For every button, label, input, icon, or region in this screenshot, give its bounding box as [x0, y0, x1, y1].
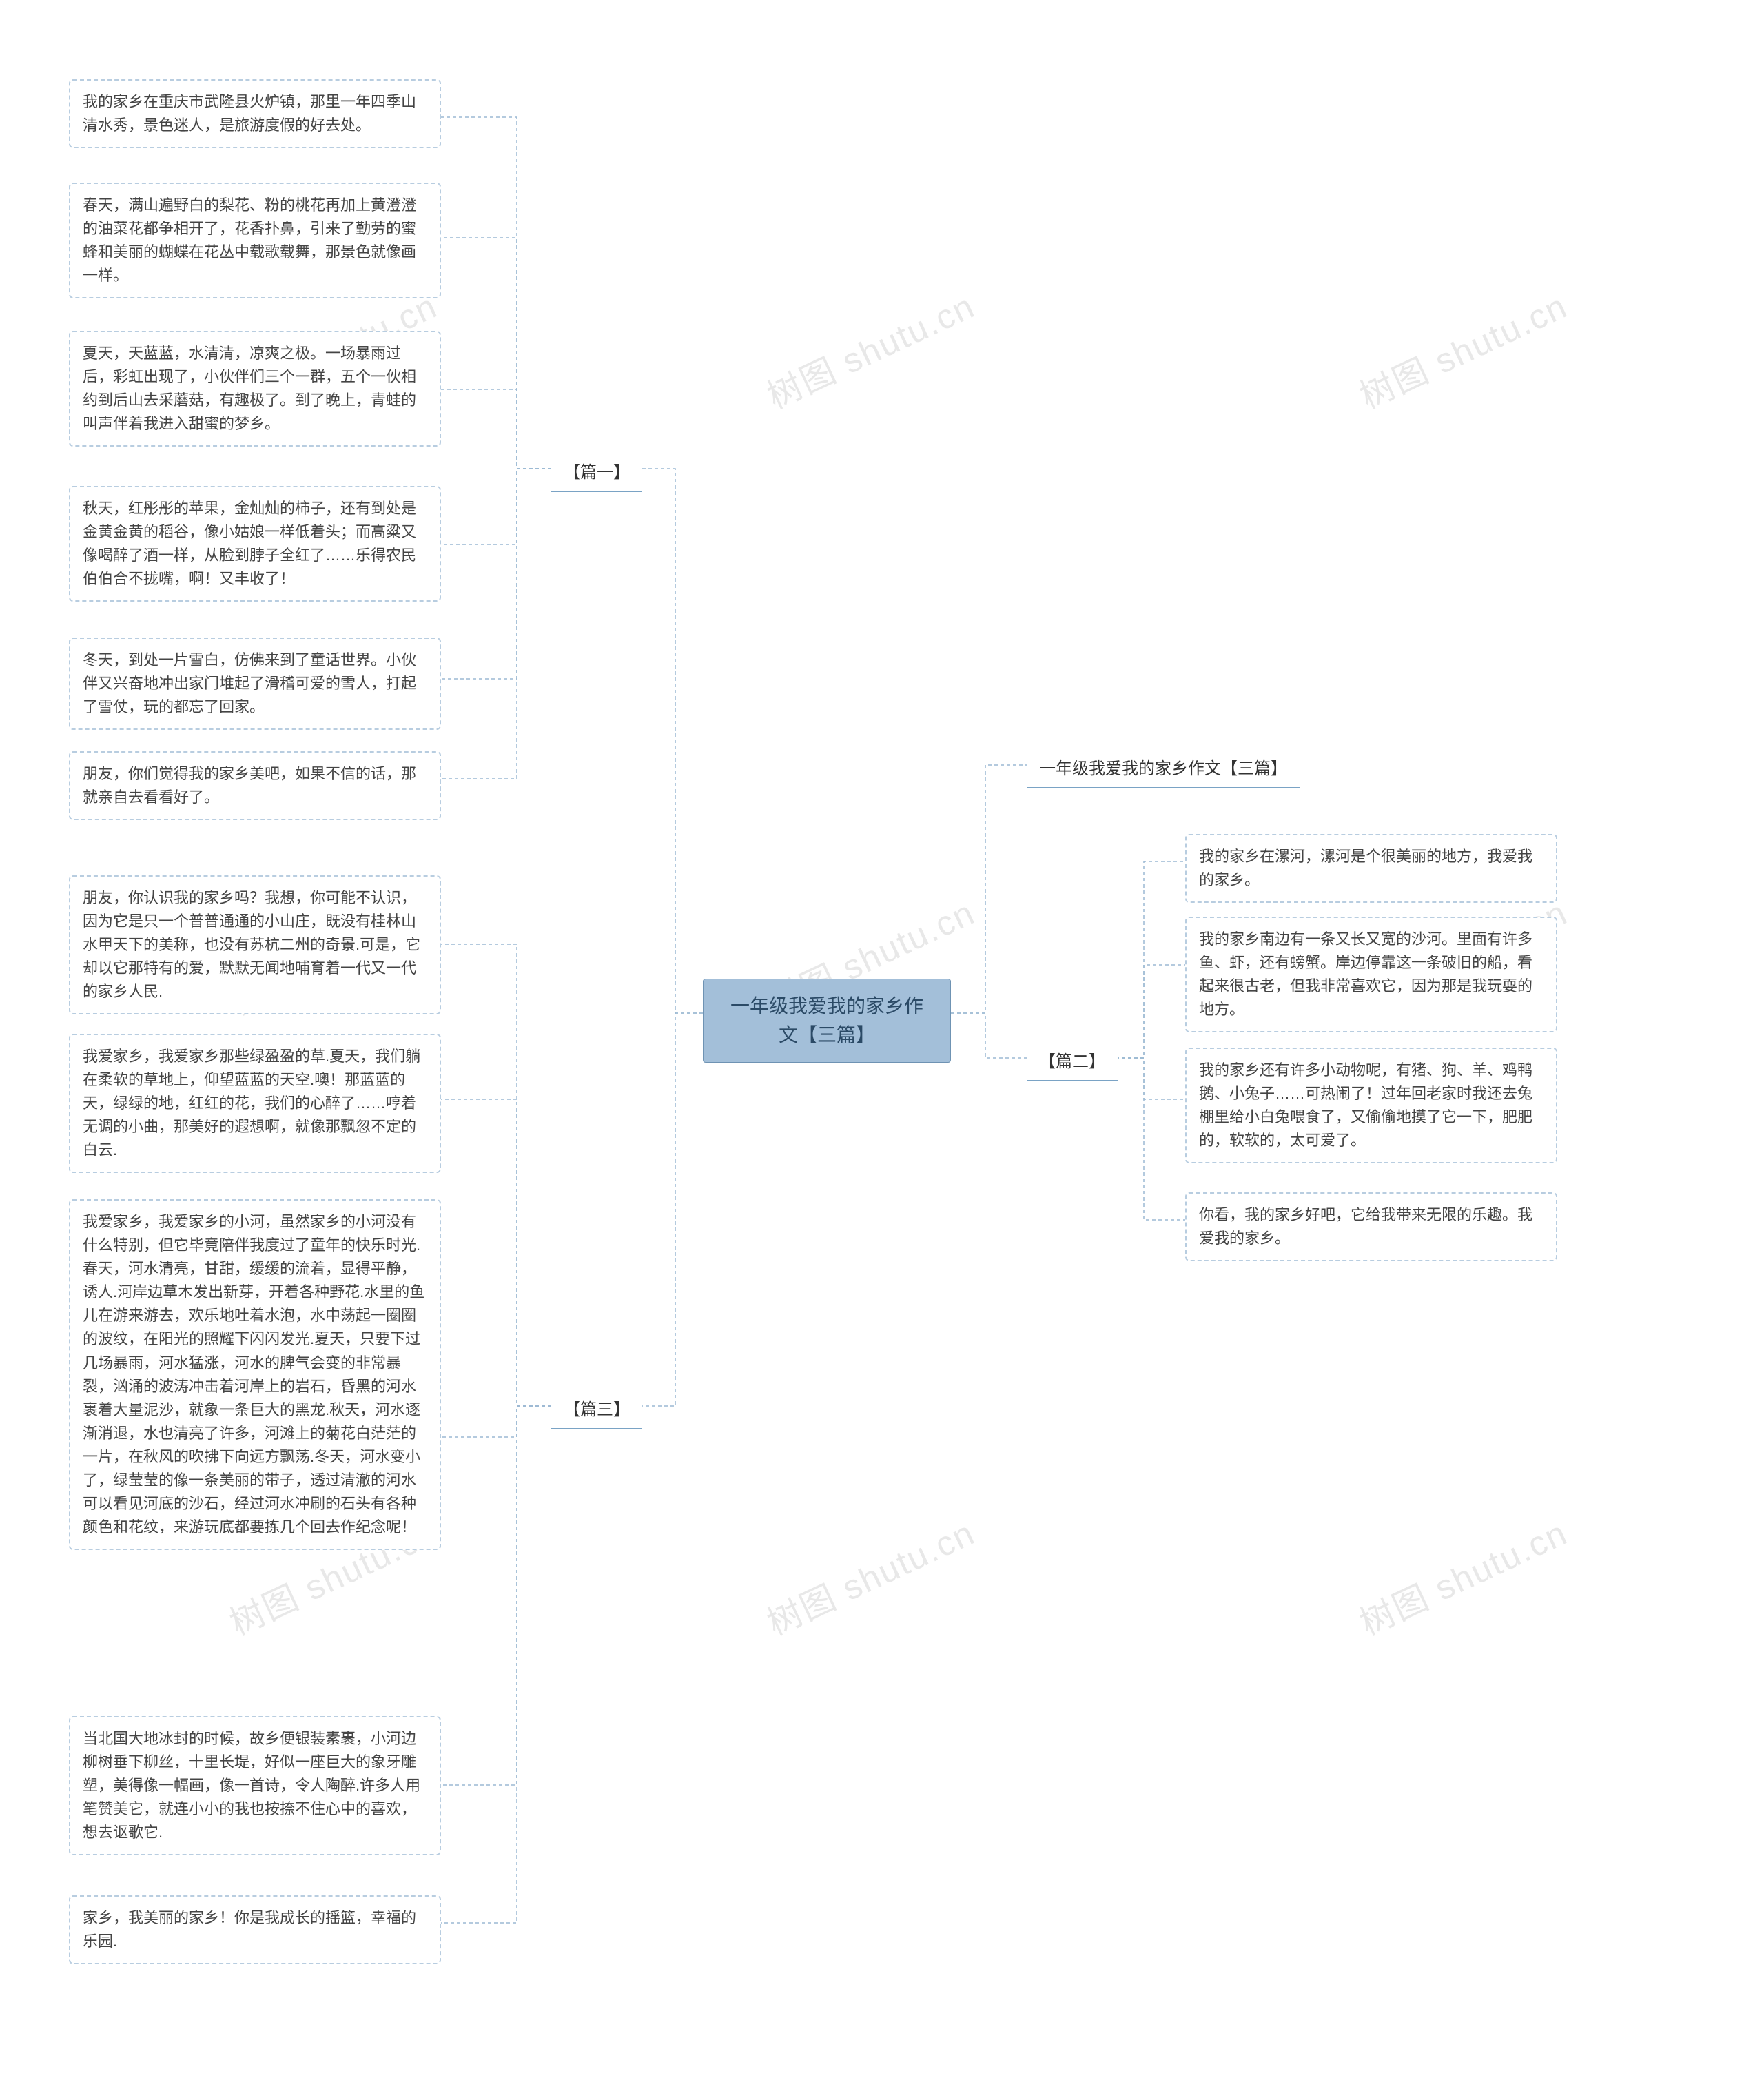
leaf-text: 我的家乡还有许多小动物呢，有猪、狗、羊、鸡鸭鹅、小兔子……可热闹了！过年回老家时…: [1199, 1059, 1544, 1152]
leaf-p1-6[interactable]: 朋友，你们觉得我的家乡美吧，如果不信的话，那就亲自去看看好了。: [69, 751, 441, 820]
leaf-p3-2[interactable]: 我爱家乡，我爱家乡那些绿盈盈的草.夏天，我们躺在柔软的草地上，仰望蓝蓝的天空.噢…: [69, 1034, 441, 1173]
leaf-text: 冬天，到处一片雪白，仿佛来到了童话世界。小伙伴又兴奋地冲出家门堆起了滑稽可爱的雪…: [83, 649, 427, 719]
leaf-p1-5[interactable]: 冬天，到处一片雪白，仿佛来到了童话世界。小伙伴又兴奋地冲出家门堆起了滑稽可爱的雪…: [69, 638, 441, 730]
leaf-text: 我的家乡在漯河，漯河是个很美丽的地方，我爱我的家乡。: [1199, 845, 1544, 892]
watermark: 树图 shutu.cn: [1351, 1506, 1575, 1646]
leaf-text: 当北国大地冰封的时候，故乡便银装素裹，小河边柳树垂下柳丝，十里长堤，好似一座巨大…: [83, 1727, 427, 1844]
leaf-p1-4[interactable]: 秋天，红彤彤的苹果，金灿灿的柿子，还有到处是金黄金黄的稻谷，像小姑娘一样低着头；…: [69, 486, 441, 602]
leaf-p2-4[interactable]: 你看，我的家乡好吧，它给我带来无限的乐趣。我爱我的家乡。: [1185, 1192, 1557, 1261]
branch-right-title[interactable]: 一年级我爱我的家乡作文【三篇】: [1027, 751, 1300, 788]
branch-p2-label: 【篇二】: [1039, 1050, 1105, 1074]
leaf-p3-1[interactable]: 朋友，你认识我的家乡吗？我想，你可能不认识，因为它是只一个普普通通的小山庄，既没…: [69, 875, 441, 1014]
leaf-p3-5[interactable]: 家乡，我美丽的家乡！你是我成长的摇篮，幸福的乐园.: [69, 1895, 441, 1964]
leaf-text: 秋天，红彤彤的苹果，金灿灿的柿子，还有到处是金黄金黄的稻谷，像小姑娘一样低着头；…: [83, 497, 427, 591]
leaf-p1-2[interactable]: 春天，满山遍野白的梨花、粉的桃花再加上黄澄澄的油菜花都争相开了，花香扑鼻，引来了…: [69, 183, 441, 298]
watermark: 树图 shutu.cn: [758, 279, 982, 419]
leaf-p2-3[interactable]: 我的家乡还有许多小动物呢，有猪、狗、羊、鸡鸭鹅、小兔子……可热闹了！过年回老家时…: [1185, 1048, 1557, 1163]
leaf-text: 朋友，你认识我的家乡吗？我想，你可能不认识，因为它是只一个普普通通的小山庄，既没…: [83, 886, 427, 1003]
leaf-p3-4[interactable]: 当北国大地冰封的时候，故乡便银装素裹，小河边柳树垂下柳丝，十里长堤，好似一座巨大…: [69, 1716, 441, 1855]
root-node[interactable]: 一年级我爱我的家乡作文【三篇】: [703, 979, 951, 1063]
leaf-p3-3[interactable]: 我爱家乡，我爱家乡的小河，虽然家乡的小河没有什么特别，但它毕竟陪伴我度过了童年的…: [69, 1199, 441, 1550]
leaf-text: 我爱家乡，我爱家乡的小河，虽然家乡的小河没有什么特别，但它毕竟陪伴我度过了童年的…: [83, 1210, 427, 1539]
leaf-text: 家乡，我美丽的家乡！你是我成长的摇篮，幸福的乐园.: [83, 1906, 427, 1953]
watermark: 树图 shutu.cn: [1351, 279, 1575, 419]
leaf-text: 我的家乡在重庆市武隆县火炉镇，那里一年四季山清水秀，景色迷人，是旅游度假的好去处…: [83, 90, 427, 137]
leaf-p1-1[interactable]: 我的家乡在重庆市武隆县火炉镇，那里一年四季山清水秀，景色迷人，是旅游度假的好去处…: [69, 79, 441, 148]
leaf-p1-3[interactable]: 夏天，天蓝蓝，水清清，凉爽之极。一场暴雨过后，彩虹出现了，小伙伴们三个一群，五个…: [69, 331, 441, 447]
leaf-text: 你看，我的家乡好吧，它给我带来无限的乐趣。我爱我的家乡。: [1199, 1203, 1544, 1250]
branch-p1-label: 【篇一】: [564, 460, 630, 485]
leaf-text: 我的家乡南边有一条又长又宽的沙河。里面有许多鱼、虾，还有螃蟹。岸边停靠这一条破旧…: [1199, 928, 1544, 1021]
branch-right-title-label: 一年级我爱我的家乡作文【三篇】: [1039, 757, 1287, 782]
leaf-p2-1[interactable]: 我的家乡在漯河，漯河是个很美丽的地方，我爱我的家乡。: [1185, 834, 1557, 903]
watermark: 树图 shutu.cn: [758, 1506, 982, 1646]
leaf-p2-2[interactable]: 我的家乡南边有一条又长又宽的沙河。里面有许多鱼、虾，还有螃蟹。岸边停靠这一条破旧…: [1185, 917, 1557, 1032]
branch-p1[interactable]: 【篇一】: [551, 455, 642, 492]
leaf-text: 朋友，你们觉得我的家乡美吧，如果不信的话，那就亲自去看看好了。: [83, 762, 427, 809]
leaf-text: 夏天，天蓝蓝，水清清，凉爽之极。一场暴雨过后，彩虹出现了，小伙伴们三个一群，五个…: [83, 342, 427, 436]
branch-p2[interactable]: 【篇二】: [1027, 1044, 1118, 1081]
root-title: 一年级我爱我的家乡作文【三篇】: [721, 992, 932, 1050]
leaf-text: 春天，满山遍野白的梨花、粉的桃花再加上黄澄澄的油菜花都争相开了，花香扑鼻，引来了…: [83, 194, 427, 287]
branch-p3[interactable]: 【篇三】: [551, 1392, 642, 1429]
branch-p3-label: 【篇三】: [564, 1398, 630, 1423]
leaf-text: 我爱家乡，我爱家乡那些绿盈盈的草.夏天，我们躺在柔软的草地上，仰望蓝蓝的天空.噢…: [83, 1045, 427, 1162]
